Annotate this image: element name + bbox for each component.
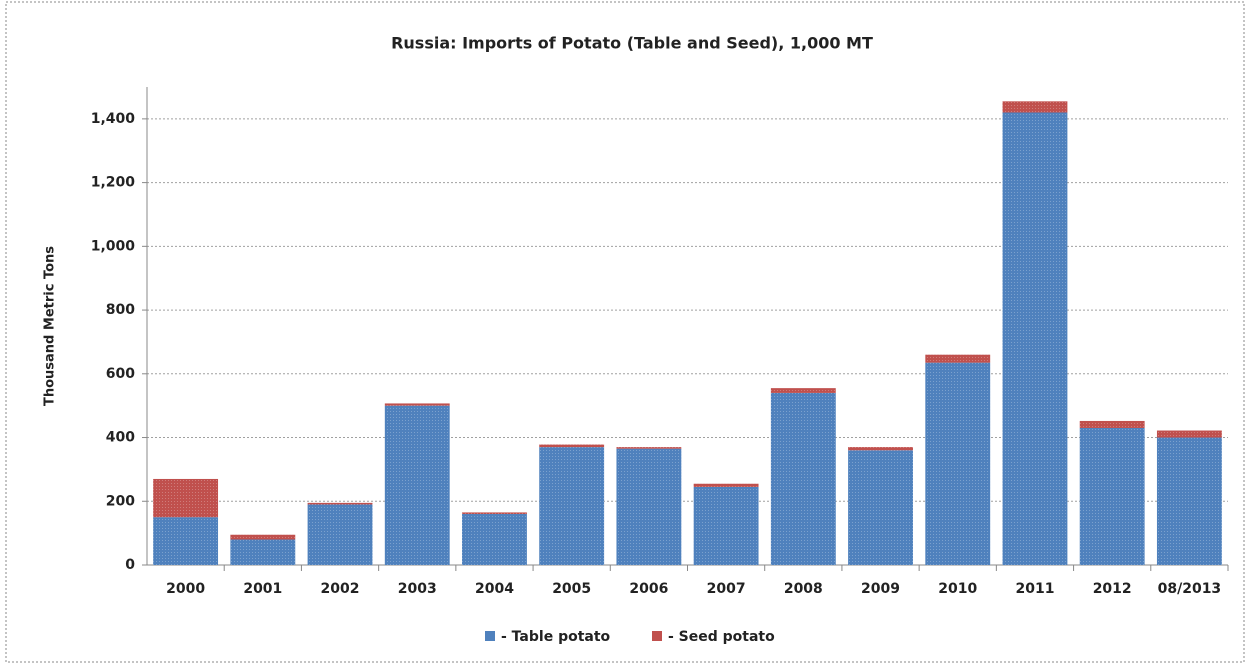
y-tick-label: 600 (106, 366, 135, 382)
bar-texture (539, 447, 605, 565)
legend-label: - Seed potato (668, 629, 775, 645)
legend-swatch (485, 631, 495, 641)
x-tick-label: 2005 (552, 581, 591, 597)
bar-texture (539, 444, 605, 448)
bar-texture (770, 392, 836, 565)
y-tick-label: 1,000 (91, 238, 136, 254)
x-tick-label: 2011 (1015, 581, 1054, 597)
bar-texture (384, 403, 450, 406)
bar-texture (1002, 101, 1068, 113)
bar-texture (693, 486, 759, 565)
y-tick-label: 0 (125, 557, 135, 573)
x-tick-label: 2000 (166, 581, 205, 597)
x-tick-label: 08/2013 (1158, 581, 1222, 597)
legend-label: - Table potato (501, 629, 611, 645)
x-tick-label: 2012 (1093, 581, 1132, 597)
bar-texture (770, 388, 836, 393)
x-tick-label: 2010 (938, 581, 977, 597)
bar-texture (1079, 420, 1145, 428)
bar-texture (925, 354, 991, 363)
bar-texture (307, 504, 373, 565)
y-tick-label: 800 (106, 302, 135, 318)
x-tick-label: 2006 (629, 581, 668, 597)
y-tick-label: 400 (106, 430, 135, 446)
bar-texture (848, 447, 913, 451)
x-tick-label: 2007 (707, 581, 746, 597)
x-tick-label: 2001 (243, 581, 282, 597)
bar-texture (153, 478, 219, 518)
bar-texture (693, 483, 759, 487)
y-tick-label: 1,400 (91, 111, 136, 127)
bar-texture (616, 447, 682, 449)
bar-texture (230, 539, 296, 565)
x-tick-label: 2004 (475, 581, 514, 597)
x-tick-label: 2002 (321, 581, 360, 597)
bar-texture (462, 512, 527, 515)
y-tick-label: 1,200 (91, 175, 136, 191)
frame (5, 1, 1245, 663)
bar-texture (230, 534, 296, 540)
bar-texture (1002, 112, 1068, 565)
bar-texture (307, 502, 373, 505)
bar-texture (848, 450, 913, 565)
bar-texture (1156, 437, 1222, 565)
bar-texture (616, 448, 682, 565)
y-tick-label: 200 (106, 493, 135, 509)
bar-texture (1079, 427, 1145, 565)
x-tick-label: 2009 (861, 581, 900, 597)
y-axis-label: Thousand Metric Tons (43, 246, 58, 406)
bar-texture (1156, 430, 1222, 438)
legend-swatch (652, 631, 662, 641)
bar-texture (384, 405, 450, 565)
x-tick-label: 2003 (398, 581, 437, 597)
chart-title: Russia: Imports of Potato (Table and See… (391, 34, 873, 53)
bar-texture (462, 514, 527, 565)
x-tick-label: 2008 (784, 581, 823, 597)
bar-texture (925, 362, 991, 565)
bar-texture (153, 517, 219, 565)
